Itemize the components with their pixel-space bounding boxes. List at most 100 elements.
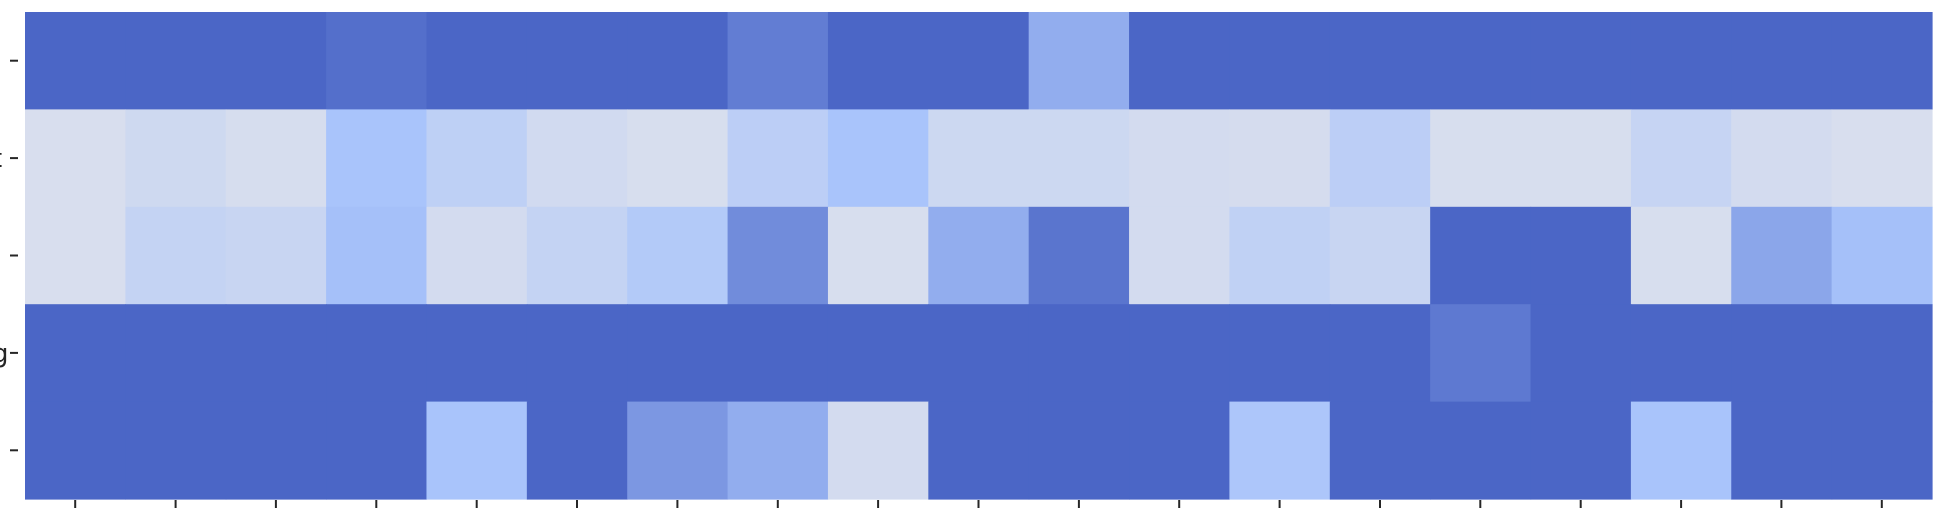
heatmap-cell-r4-c11 bbox=[1129, 401, 1231, 500]
heatmap-cell-r3-c0 bbox=[25, 304, 126, 403]
heatmap-cell-r4-c16 bbox=[1630, 401, 1732, 500]
heatmap-cell-r1-c0 bbox=[25, 109, 126, 208]
heatmap-cell-r2-c10 bbox=[1028, 206, 1130, 305]
heatmap-cell-r2-c16 bbox=[1630, 206, 1732, 305]
heatmap-cell-r0-c11 bbox=[1129, 12, 1231, 110]
heatmap-cell-r3-c14 bbox=[1430, 304, 1532, 403]
y-tick-label: g bbox=[0, 339, 9, 369]
heatmap-cell-r3-c7 bbox=[727, 304, 829, 403]
heatmap-cell-r3-c17 bbox=[1731, 304, 1833, 403]
heatmap-cell-r4-c9 bbox=[928, 401, 1030, 500]
heatmap-cell-r1-c12 bbox=[1229, 109, 1331, 208]
heatmap-cell-r4-c15 bbox=[1530, 401, 1632, 500]
heatmap-cell-r2-c7 bbox=[727, 206, 829, 305]
heatmap-cell-r0-c17 bbox=[1731, 12, 1833, 110]
heatmap-cell-r1-c6 bbox=[627, 109, 729, 208]
heatmap-cell-r0-c10 bbox=[1028, 12, 1130, 110]
heatmap-cell-r1-c8 bbox=[827, 109, 929, 208]
heatmap-cell-r1-c11 bbox=[1129, 109, 1231, 208]
heatmap-cell-r3-c18 bbox=[1831, 304, 1933, 403]
heatmap-cell-r0-c8 bbox=[827, 12, 929, 110]
heatmap-cell-r0-c7 bbox=[727, 12, 829, 110]
heatmap-cell-r4-c13 bbox=[1329, 401, 1431, 500]
heatmap-cell-r4-c18 bbox=[1831, 401, 1933, 500]
heatmap-cell-r1-c15 bbox=[1530, 109, 1632, 208]
heatmap-cell-r3-c12 bbox=[1229, 304, 1331, 403]
heatmap-cell-r2-c5 bbox=[526, 206, 628, 305]
x-axis-ticks bbox=[74, 500, 1883, 508]
heatmap-cell-r0-c15 bbox=[1530, 12, 1632, 110]
heatmap-cell-r2-c12 bbox=[1229, 206, 1331, 305]
heatmap-cell-r3-c16 bbox=[1630, 304, 1732, 403]
heatmap-cell-r4-c1 bbox=[125, 401, 227, 500]
heatmap-cell-r2-c2 bbox=[225, 206, 327, 305]
y-tick-label: t bbox=[0, 144, 2, 174]
heatmap-cell-r0-c13 bbox=[1329, 12, 1431, 110]
heatmap-cell-r1-c5 bbox=[526, 109, 628, 208]
heatmap-cell-r1-c17 bbox=[1731, 109, 1833, 208]
heatmap-cell-r3-c15 bbox=[1530, 304, 1632, 403]
heatmap-cell-r3-c9 bbox=[928, 304, 1030, 403]
heatmap-cell-r4-c4 bbox=[426, 401, 528, 500]
heatmap-cell-r3-c4 bbox=[426, 304, 528, 403]
heatmap-cell-r3-c6 bbox=[627, 304, 729, 403]
heatmap-cell-r2-c6 bbox=[627, 206, 729, 305]
heatmap-cell-r3-c11 bbox=[1129, 304, 1231, 403]
heatmap-cell-r2-c15 bbox=[1530, 206, 1632, 305]
heatmap-cell-r4-c2 bbox=[225, 401, 327, 500]
heatmap-cell-r4-c3 bbox=[326, 401, 428, 500]
heatmap-cell-r3-c3 bbox=[326, 304, 428, 403]
heatmap-cell-r0-c9 bbox=[928, 12, 1030, 110]
heatmap-cell-r4-c14 bbox=[1430, 401, 1532, 500]
heatmap-cell-r2-c14 bbox=[1430, 206, 1532, 305]
y-axis-ticks bbox=[10, 59, 18, 452]
heatmap-cell-r0-c5 bbox=[526, 12, 628, 110]
heatmap-cell-r1-c13 bbox=[1329, 109, 1431, 208]
heatmap-cell-r2-c11 bbox=[1129, 206, 1231, 305]
heatmap-cell-r0-c12 bbox=[1229, 12, 1331, 110]
heatmap-cell-r4-c0 bbox=[25, 401, 126, 500]
heatmap-cell-r3-c2 bbox=[225, 304, 327, 403]
heatmap-cell-r0-c2 bbox=[225, 12, 327, 110]
heatmap-cell-r1-c10 bbox=[1028, 109, 1130, 208]
heatmap-cell-r2-c17 bbox=[1731, 206, 1833, 305]
heatmap-cell-r1-c1 bbox=[125, 109, 227, 208]
heatmap-cell-r2-c13 bbox=[1329, 206, 1431, 305]
heatmap-cell-r0-c4 bbox=[426, 12, 528, 110]
heatmap-cell-r3-c5 bbox=[526, 304, 628, 403]
heatmap-cell-r3-c8 bbox=[827, 304, 929, 403]
heatmap-cells bbox=[25, 12, 1933, 500]
heatmap-cell-r4-c10 bbox=[1028, 401, 1130, 500]
heatmap-cell-r1-c14 bbox=[1430, 109, 1532, 208]
heatmap-cell-r4-c8 bbox=[827, 401, 929, 500]
heatmap-cell-r1-c3 bbox=[326, 109, 428, 208]
y-axis-tick-labels: tg bbox=[0, 144, 9, 369]
heatmap-cell-r2-c18 bbox=[1831, 206, 1933, 305]
heatmap-cell-r3-c13 bbox=[1329, 304, 1431, 403]
heatmap-cell-r1-c7 bbox=[727, 109, 829, 208]
heatmap-cell-r3-c1 bbox=[125, 304, 227, 403]
heatmap-cell-r0-c1 bbox=[125, 12, 227, 110]
heatmap-cell-r2-c4 bbox=[426, 206, 528, 305]
heatmap-cell-r0-c18 bbox=[1831, 12, 1933, 110]
heatmap-cell-r1-c18 bbox=[1831, 109, 1933, 208]
heatmap-cell-r1-c2 bbox=[225, 109, 327, 208]
heatmap-cell-r2-c3 bbox=[326, 206, 428, 305]
heatmap-cell-r1-c16 bbox=[1630, 109, 1732, 208]
heatmap-cell-r1-c9 bbox=[928, 109, 1030, 208]
heatmap-cell-r0-c0 bbox=[25, 12, 126, 110]
heatmap-cell-r4-c12 bbox=[1229, 401, 1331, 500]
heatmap-cell-r0-c14 bbox=[1430, 12, 1532, 110]
heatmap-cell-r4-c17 bbox=[1731, 401, 1833, 500]
heatmap-cell-r2-c0 bbox=[25, 206, 126, 305]
heatmap-cell-r4-c6 bbox=[627, 401, 729, 500]
heatmap-cell-r4-c7 bbox=[727, 401, 829, 500]
heatmap-cell-r1-c4 bbox=[426, 109, 528, 208]
heatmap-cell-r4-c5 bbox=[526, 401, 628, 500]
heatmap-cell-r0-c3 bbox=[326, 12, 428, 110]
heatmap-cell-r2-c1 bbox=[125, 206, 227, 305]
heatmap-cell-r2-c9 bbox=[928, 206, 1030, 305]
heatmap-cell-r0-c6 bbox=[627, 12, 729, 110]
heatmap-cell-r0-c16 bbox=[1630, 12, 1732, 110]
